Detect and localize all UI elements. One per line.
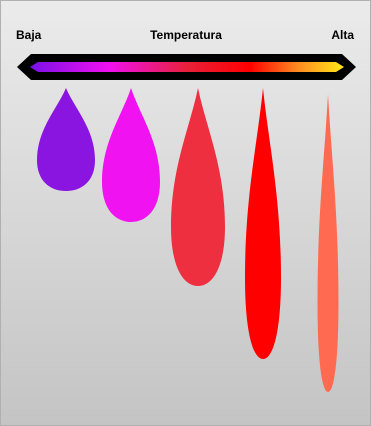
diagram: Baja Temperatura Alta bbox=[0, 0, 371, 426]
scale-title: Temperatura bbox=[150, 28, 222, 42]
low-label: Baja bbox=[16, 28, 42, 42]
page: {"scale": {"low_label": "Baja", "title":… bbox=[0, 0, 371, 426]
high-label: Alta bbox=[331, 28, 354, 42]
scale-gradient bbox=[30, 62, 344, 72]
